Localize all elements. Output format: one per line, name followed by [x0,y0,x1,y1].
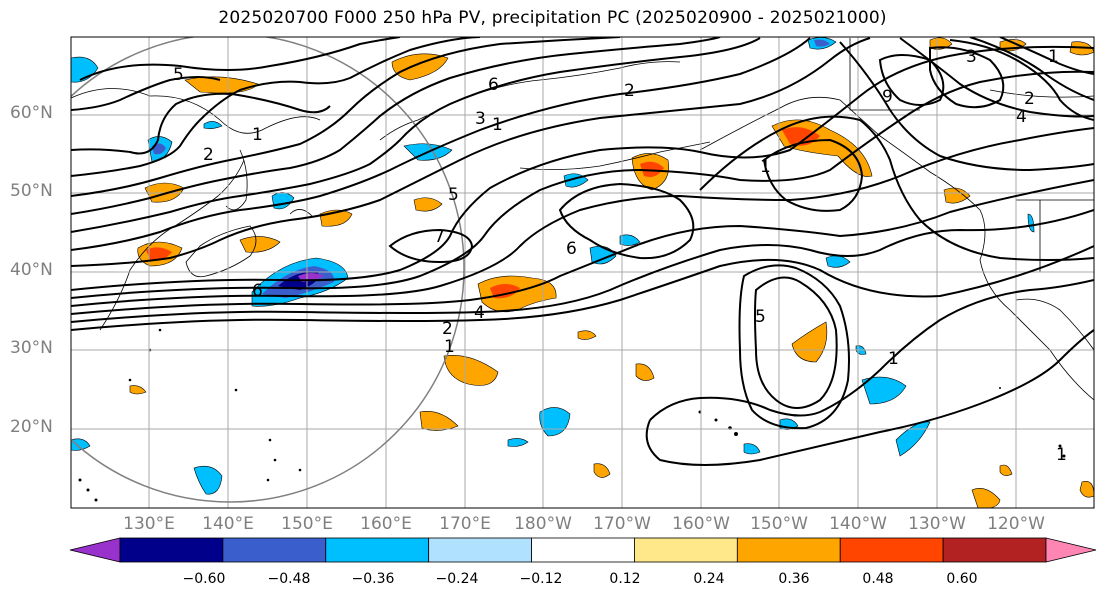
colorbar-tick-label: −0.60 [182,571,226,587]
colorbar-tick-label: 0.24 [693,571,725,587]
contour-label: 4 [474,303,485,323]
colorbar-segment [428,537,532,563]
contour-label: 2 [442,319,453,339]
colorbar-segment [736,537,841,563]
pv-contours [71,37,1094,466]
lon-label: 180°W [514,514,572,534]
colorbar-segment [325,537,430,563]
map-frame [70,36,1095,509]
reference-circle [71,37,465,503]
contour-label: 3 [475,109,486,129]
colorbar-tick-label: −0.12 [519,571,563,587]
colorbar-tick-label: 0.36 [778,571,810,587]
colorbar-tick-label: −0.36 [351,571,395,587]
contour-label: 5 [755,307,766,327]
colorbar-tick-label: 0.12 [609,571,641,587]
precip-positive-patches [129,37,1094,508]
map-title: 2025020700 F000 250 hPa PV, precipitatio… [218,8,887,28]
colorbar-tick-label: 0.60 [946,571,978,587]
contour-label: 1 [444,337,455,357]
lat-label-40n: 40°N [10,260,53,280]
lat-label-60n: 60°N [10,103,53,123]
contour-label: 4 [1016,107,1027,127]
lon-label: 140°W [829,514,887,534]
colorbar-segment [634,537,738,563]
lat-label-50n: 50°N [10,181,53,201]
colorbar [69,537,1097,563]
contour-label: 6 [566,239,577,259]
contour-label: 1 [888,349,899,369]
lon-label: 170°E [439,514,491,534]
colorbar-tick-label: −0.24 [435,571,479,587]
colorbar-segment [942,537,1047,563]
contour-label: 5 [173,65,184,85]
colorbar-segment [222,537,327,563]
lon-label: 160°E [360,514,412,534]
contour-label: 1 [492,115,503,135]
contour-label: 5 [448,185,459,205]
contour-label: 1 [760,157,771,177]
contour-label: 2 [203,145,214,165]
contour-label: 1 [1056,445,1067,465]
islands [78,328,1066,502]
contour-label: 2 [1024,89,1035,109]
contour-labels: 5 6 1 3 2 1 2 5 7 6 4 2 1 5 1 6 1 9 3 1 … [173,47,1067,465]
contour-label: 7 [434,227,445,247]
colorbar-extend-min [69,537,121,563]
lat-label-30n: 30°N [10,338,53,358]
lon-label: 140°E [202,514,254,534]
lon-label: 160°W [672,514,730,534]
colorbar-segment [531,537,635,563]
colorbar-segment [119,537,224,563]
contour-label: 6 [252,281,263,301]
contour-label: 6 [488,75,499,95]
lon-label: 150°W [750,514,808,534]
contour-label: 2 [624,81,635,101]
lon-label: 120°W [987,514,1045,534]
lon-label: 130°W [908,514,966,534]
lon-label: 150°E [281,514,333,534]
contour-label: 1 [1048,47,1059,67]
contour-label: 3 [966,47,977,67]
contour-label: 9 [882,87,893,107]
colorbar-tick-label: 0.48 [862,571,894,587]
lat-label-20n: 20°N [10,417,53,437]
map-area: 5 6 1 3 2 1 2 5 7 6 4 2 1 5 1 6 1 9 3 1 … [71,37,1094,508]
colorbar-extend-max [1045,537,1097,563]
contour-label: 1 [252,125,263,145]
lon-label: 130°E [123,514,175,534]
colorbar-tick-label: −0.48 [267,571,311,587]
colorbar-segment [839,537,944,563]
lon-label: 170°W [593,514,651,534]
